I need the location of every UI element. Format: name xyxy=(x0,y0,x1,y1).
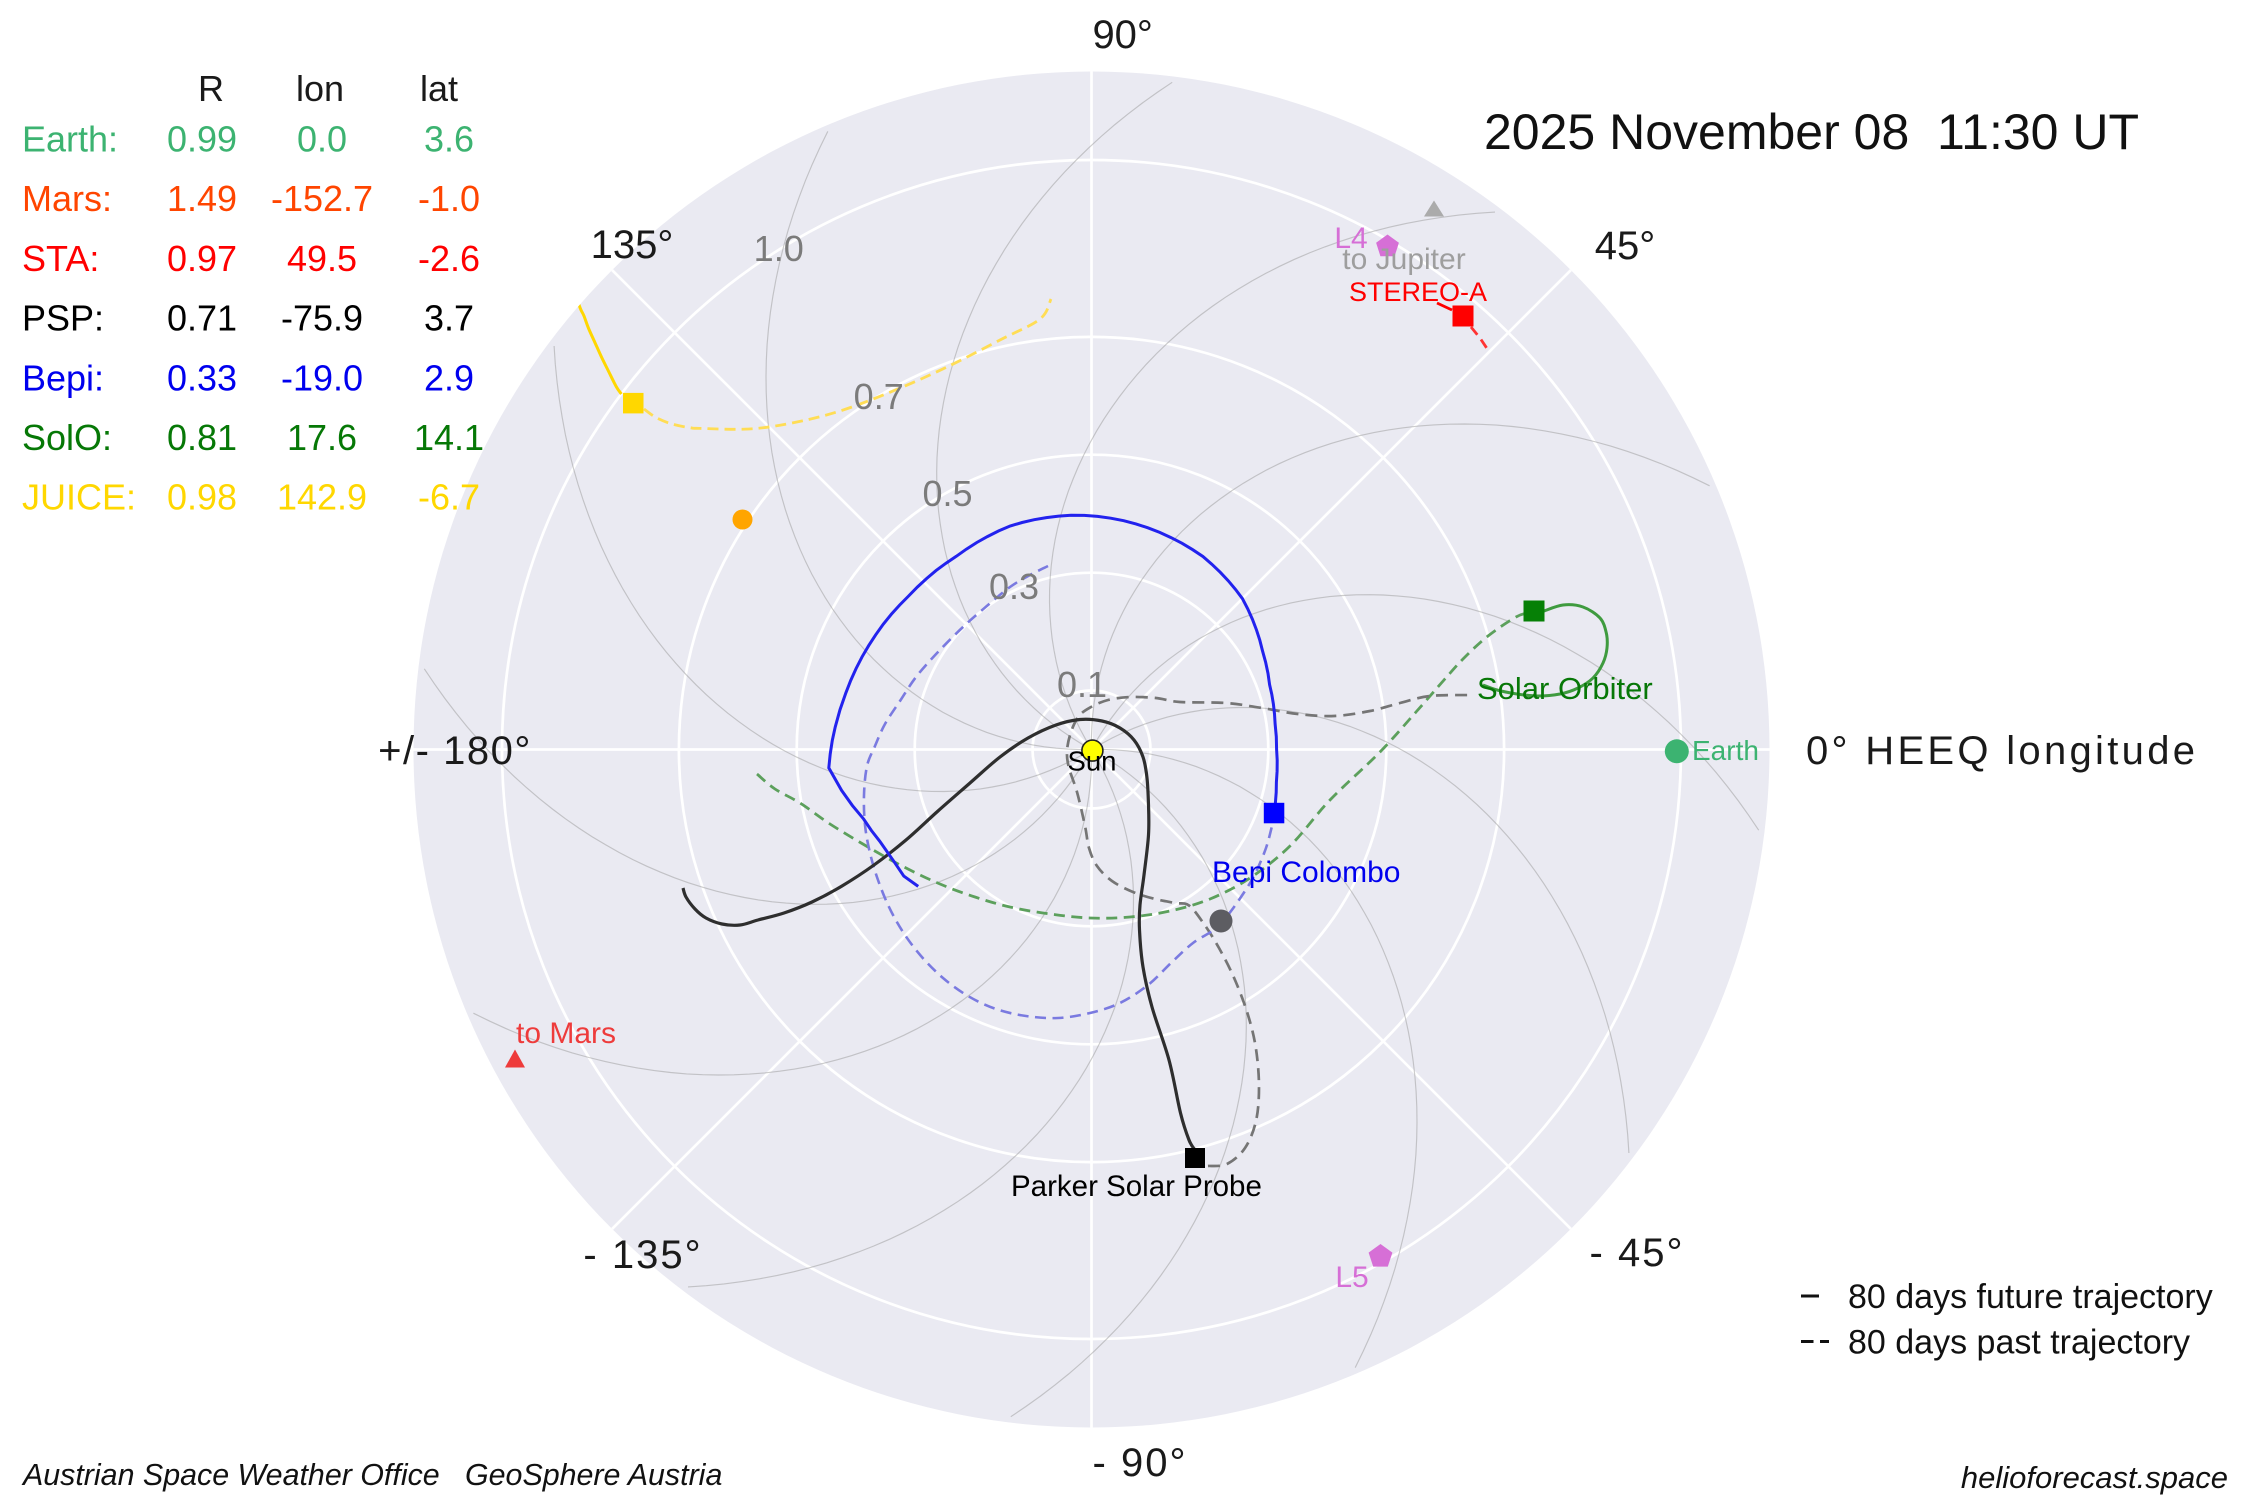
svg-text:0° HEEQ longitude: 0° HEEQ longitude xyxy=(1806,729,2198,773)
svg-text:49.5: 49.5 xyxy=(287,238,357,279)
svg-text:80 days future trajectory: 80 days future trajectory xyxy=(1848,1278,2213,1316)
svg-text:+/- 180°: +/- 180° xyxy=(378,729,532,773)
svg-text:STEREO-A: STEREO-A xyxy=(1349,277,1487,307)
svg-text:- 135°: - 135° xyxy=(583,1233,702,1277)
svg-text:-1.0: -1.0 xyxy=(418,178,480,219)
svg-text:80 days past trajectory: 80 days past trajectory xyxy=(1848,1324,2190,1362)
svg-text:Bepi Colombo: Bepi Colombo xyxy=(1212,856,1400,889)
svg-text:1.49: 1.49 xyxy=(167,178,237,219)
svg-text:2025 November 08 11:30 UT: 2025 November 08 11:30 UT xyxy=(1484,104,2139,160)
svg-text:- 90°: - 90° xyxy=(1093,1441,1188,1485)
svg-text:0.0: 0.0 xyxy=(297,119,347,160)
svg-text:Earth: Earth xyxy=(1692,735,1759,766)
svg-text:0.1: 0.1 xyxy=(1057,664,1107,705)
svg-text:Solar Orbiter: Solar Orbiter xyxy=(1477,671,1653,706)
svg-text:0.33: 0.33 xyxy=(167,357,237,398)
svg-text:helioforecast.space: helioforecast.space xyxy=(1961,1460,2228,1495)
svg-text:0.81: 0.81 xyxy=(167,417,237,458)
svg-text:SolO:: SolO: xyxy=(22,417,112,458)
svg-text:STA:: STA: xyxy=(22,238,99,279)
svg-text:Austrian Space Weather Office: Austrian Space Weather Office GeoSphere … xyxy=(21,1458,722,1492)
svg-text:0.71: 0.71 xyxy=(167,298,237,339)
svg-text:JUICE:: JUICE: xyxy=(22,477,136,518)
svg-text:-2.6: -2.6 xyxy=(418,238,480,279)
svg-text:-152.7: -152.7 xyxy=(271,178,373,219)
svg-text:1.0: 1.0 xyxy=(754,228,804,269)
svg-text:-6.7: -6.7 xyxy=(418,477,480,518)
svg-text:135°: 135° xyxy=(591,223,674,267)
svg-text:142.9: 142.9 xyxy=(277,477,367,518)
svg-text:Bepi:: Bepi: xyxy=(22,357,104,398)
svg-text:0.5: 0.5 xyxy=(922,473,972,514)
svg-text:Earth:: Earth: xyxy=(22,119,118,160)
svg-text:lat: lat xyxy=(420,68,458,109)
svg-text:0.97: 0.97 xyxy=(167,238,237,279)
svg-text:L4: L4 xyxy=(1334,222,1367,255)
svg-text:17.6: 17.6 xyxy=(287,417,357,458)
svg-text:PSP:: PSP: xyxy=(22,298,104,339)
svg-text:R: R xyxy=(198,68,224,109)
svg-text:3.7: 3.7 xyxy=(424,298,474,339)
svg-text:-75.9: -75.9 xyxy=(281,298,363,339)
svg-text:14.1: 14.1 xyxy=(414,417,484,458)
svg-text:0.7: 0.7 xyxy=(854,376,904,417)
svg-text:lon: lon xyxy=(296,68,344,109)
svg-text:0.99: 0.99 xyxy=(167,119,237,160)
svg-text:0.3: 0.3 xyxy=(989,566,1039,607)
svg-text:3.6: 3.6 xyxy=(424,119,474,160)
svg-text:Sun: Sun xyxy=(1068,746,1117,777)
svg-text:Parker Solar Probe: Parker Solar Probe xyxy=(1011,1170,1262,1203)
svg-text:L5: L5 xyxy=(1335,1261,1368,1294)
svg-text:-19.0: -19.0 xyxy=(281,357,363,398)
svg-text:Mars:: Mars: xyxy=(22,178,112,219)
svg-text:90°: 90° xyxy=(1092,13,1153,57)
svg-text:45°: 45° xyxy=(1595,224,1656,268)
svg-text:0.98: 0.98 xyxy=(167,477,237,518)
svg-text:to Mars: to Mars xyxy=(516,1017,616,1050)
svg-text:2.9: 2.9 xyxy=(424,357,474,398)
svg-text:- 45°: - 45° xyxy=(1590,1231,1685,1275)
svg-text:to Jupiter: to Jupiter xyxy=(1342,243,1465,276)
